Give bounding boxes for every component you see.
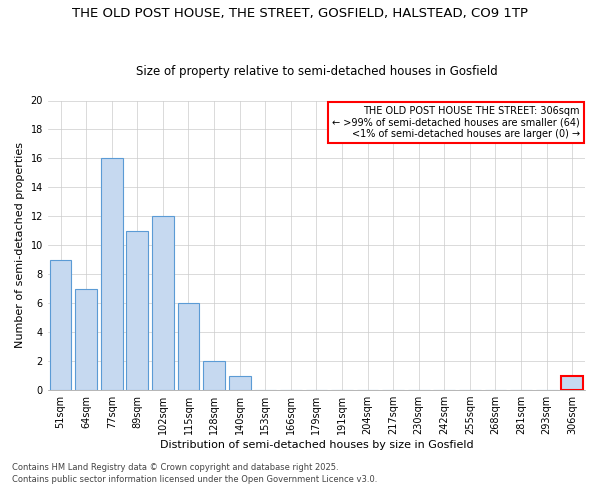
Text: THE OLD POST HOUSE THE STREET: 306sqm
← >99% of semi-detached houses are smaller: THE OLD POST HOUSE THE STREET: 306sqm ← … bbox=[332, 106, 580, 140]
Bar bbox=[229, 376, 251, 390]
Title: Size of property relative to semi-detached houses in Gosfield: Size of property relative to semi-detach… bbox=[136, 66, 497, 78]
Bar bbox=[50, 260, 71, 390]
Text: THE OLD POST HOUSE, THE STREET, GOSFIELD, HALSTEAD, CO9 1TP: THE OLD POST HOUSE, THE STREET, GOSFIELD… bbox=[72, 8, 528, 20]
Bar bbox=[101, 158, 122, 390]
Bar bbox=[178, 303, 199, 390]
Bar bbox=[203, 361, 225, 390]
Text: Contains HM Land Registry data © Crown copyright and database right 2025.: Contains HM Land Registry data © Crown c… bbox=[12, 464, 338, 472]
Bar bbox=[562, 376, 583, 390]
Bar bbox=[75, 288, 97, 390]
X-axis label: Distribution of semi-detached houses by size in Gosfield: Distribution of semi-detached houses by … bbox=[160, 440, 473, 450]
Bar bbox=[127, 231, 148, 390]
Text: Contains public sector information licensed under the Open Government Licence v3: Contains public sector information licen… bbox=[12, 475, 377, 484]
Bar bbox=[152, 216, 174, 390]
Y-axis label: Number of semi-detached properties: Number of semi-detached properties bbox=[15, 142, 25, 348]
